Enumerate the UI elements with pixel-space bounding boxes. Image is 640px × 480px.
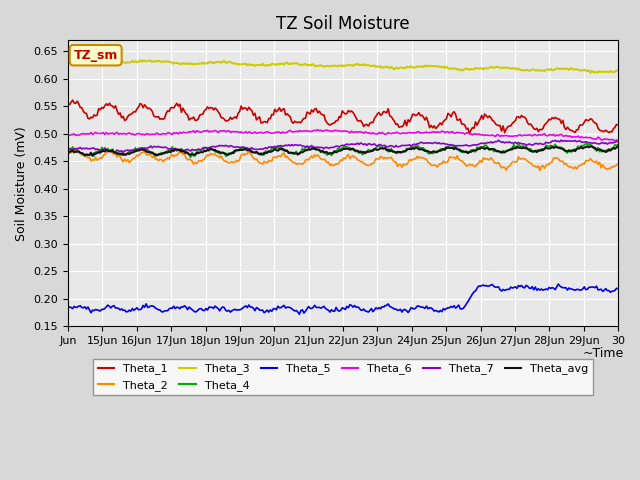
Theta_7 [557, 137, 565, 143]
Line: Theta_7: Theta_7 [68, 140, 618, 152]
Theta_2 [248, 153, 256, 159]
Theta_5 [296, 312, 303, 317]
Theta_1 [133, 106, 141, 112]
Theta_avg [614, 144, 622, 149]
Theta_6 [256, 130, 264, 135]
Theta_1 [248, 108, 256, 113]
Theta_7 [587, 140, 595, 145]
Theta_2 [587, 156, 595, 161]
Theta_6 [585, 135, 593, 141]
Theta_5 [132, 306, 140, 312]
Theta_4 [306, 144, 314, 150]
Theta_5 [554, 281, 562, 287]
Theta_4 [248, 148, 256, 154]
Theta_avg [248, 149, 256, 155]
Theta_2 [536, 168, 544, 173]
Theta_3 [64, 58, 72, 63]
Theta_2 [230, 160, 237, 166]
Text: TZ_sm: TZ_sm [74, 48, 118, 62]
Theta_avg [89, 153, 97, 159]
Theta_5 [246, 304, 254, 310]
Theta_3 [614, 68, 622, 73]
Theta_7 [64, 147, 72, 153]
Theta_5 [228, 308, 236, 313]
Theta_3 [587, 70, 595, 76]
Theta_6 [64, 133, 72, 139]
Theta_5 [306, 305, 314, 311]
Theta_3 [248, 62, 256, 68]
Theta_4 [64, 147, 72, 153]
Theta_3 [306, 62, 314, 68]
Theta_4 [132, 145, 140, 151]
X-axis label: ~Time: ~Time [582, 347, 623, 360]
Theta_6 [246, 129, 254, 135]
Theta_avg [306, 147, 314, 153]
Theta_3 [133, 60, 141, 65]
Theta_4 [187, 155, 195, 160]
Theta_3 [257, 62, 265, 68]
Line: Theta_4: Theta_4 [68, 144, 618, 157]
Line: Theta_3: Theta_3 [68, 60, 618, 73]
Theta_4 [257, 152, 265, 158]
Theta_6 [614, 138, 622, 144]
Theta_avg [64, 150, 72, 156]
Theta_2 [133, 152, 141, 158]
Theta_avg [257, 151, 265, 156]
Theta_2 [64, 151, 72, 157]
Line: Theta_6: Theta_6 [68, 130, 618, 141]
Theta_5 [256, 307, 264, 313]
Theta_1 [257, 120, 265, 126]
Theta_2 [306, 155, 314, 160]
Theta_7 [614, 139, 622, 144]
Line: Theta_5: Theta_5 [68, 284, 618, 314]
Line: Theta_avg: Theta_avg [68, 146, 618, 156]
Theta_avg [584, 144, 591, 149]
Theta_avg [587, 144, 595, 149]
Theta_3 [230, 60, 237, 66]
Theta_1 [64, 102, 72, 108]
Theta_7 [133, 146, 141, 152]
Theta_avg [133, 148, 141, 154]
Line: Theta_1: Theta_1 [68, 100, 618, 134]
Theta_7 [257, 146, 265, 152]
Theta_5 [587, 284, 595, 290]
Theta_5 [64, 305, 72, 311]
Theta_1 [587, 116, 595, 121]
Theta_1 [465, 131, 473, 137]
Theta_6 [314, 127, 321, 132]
Theta_6 [228, 129, 236, 134]
Theta_6 [132, 132, 140, 138]
Theta_4 [587, 142, 595, 147]
Theta_2 [106, 147, 113, 153]
Line: Theta_2: Theta_2 [68, 150, 618, 170]
Theta_1 [614, 122, 622, 128]
Theta_1 [306, 111, 314, 117]
Theta_7 [230, 144, 237, 150]
Theta_3 [86, 57, 93, 62]
Theta_3 [585, 68, 593, 73]
Theta_7 [119, 149, 127, 155]
Legend: Theta_1, Theta_2, Theta_3, Theta_4, Theta_5, Theta_6, Theta_7, Theta_avg: Theta_1, Theta_2, Theta_3, Theta_4, Thet… [93, 359, 593, 396]
Theta_4 [614, 142, 622, 147]
Theta_1 [230, 115, 237, 121]
Theta_5 [614, 286, 622, 291]
Theta_2 [257, 160, 265, 166]
Theta_7 [248, 145, 256, 151]
Theta_4 [582, 141, 589, 146]
Theta_2 [614, 161, 622, 167]
Theta_4 [230, 148, 237, 154]
Theta_1 [68, 97, 76, 103]
Title: TZ Soil Moisture: TZ Soil Moisture [276, 15, 410, 33]
Theta_7 [306, 144, 314, 149]
Theta_avg [230, 150, 237, 156]
Y-axis label: Soil Moisture (mV): Soil Moisture (mV) [15, 126, 28, 240]
Theta_6 [611, 138, 619, 144]
Theta_6 [305, 129, 312, 134]
